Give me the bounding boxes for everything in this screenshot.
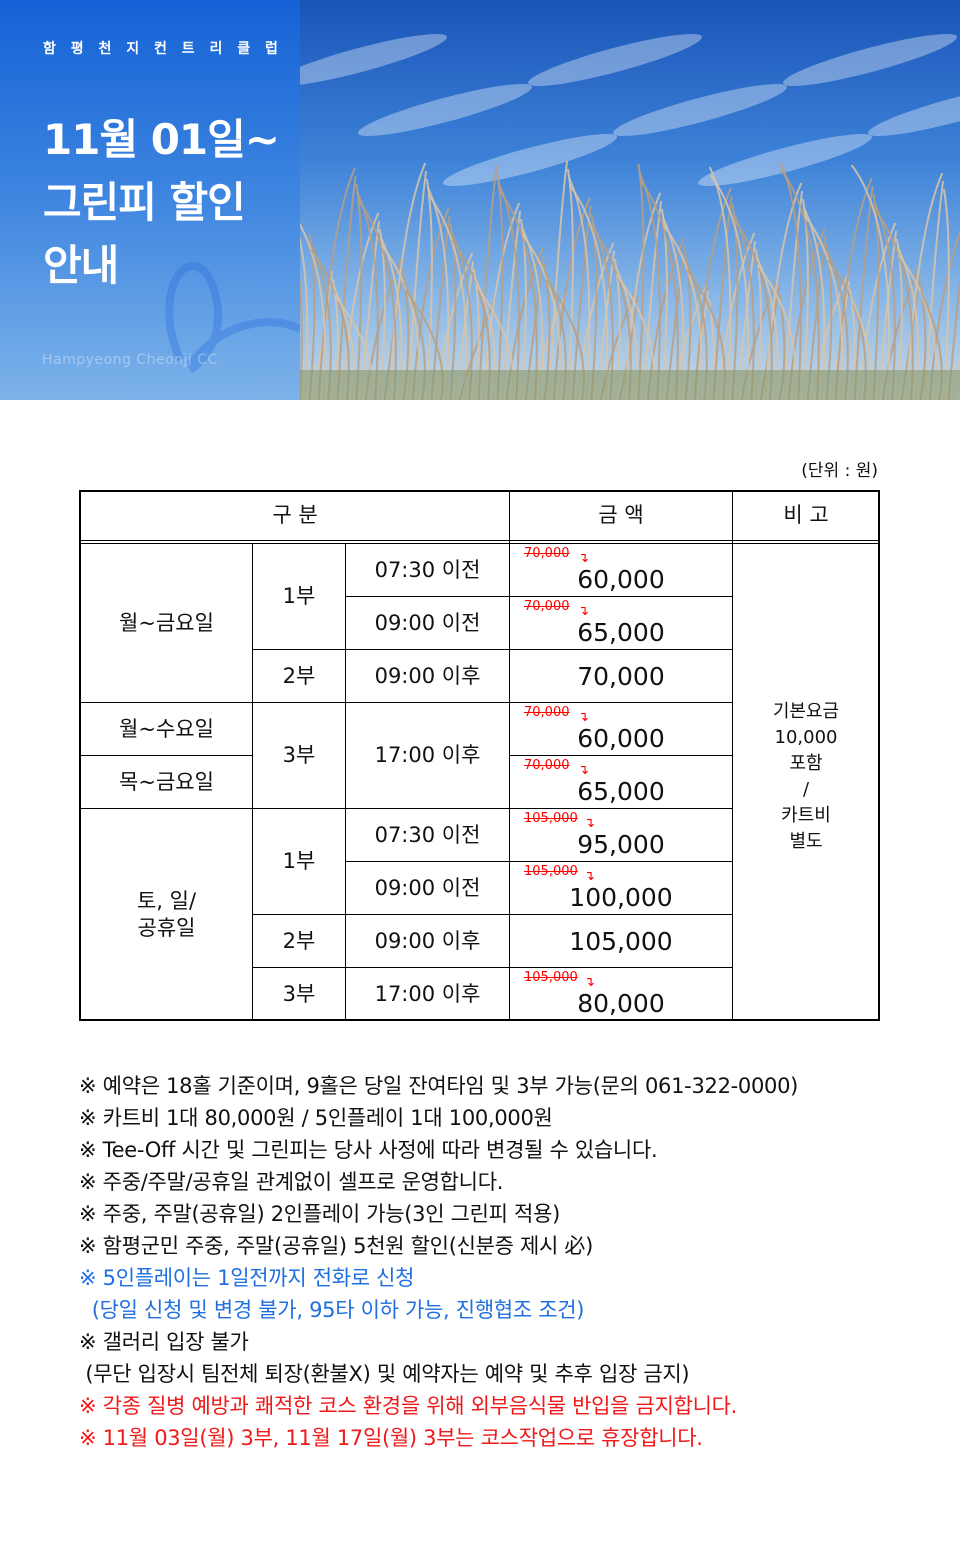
- discount-arrow-icon: ↴: [584, 816, 595, 831]
- tee-time-cell: 17:00 이후: [345, 967, 510, 1021]
- day-group-cell: 토, 일/ 공휴일: [80, 808, 253, 1021]
- day-group-cell: 월~수요일: [80, 702, 253, 756]
- price: 70,000: [577, 661, 665, 691]
- discount-arrow-icon: ↴: [584, 869, 595, 884]
- price-cell: 70,000 ↴ 65,000: [509, 755, 733, 809]
- tee-time-cell: 09:00 이후: [345, 914, 510, 968]
- discount-arrow-icon: ↴: [578, 763, 589, 778]
- discounted-price: 60,000: [577, 723, 665, 753]
- discount-arrow-icon: ↴: [578, 604, 589, 619]
- original-price: 105,000: [524, 864, 578, 879]
- original-price: 70,000: [524, 599, 570, 614]
- english-club-name: Hampyeong Cheonji CC: [42, 352, 218, 368]
- day-group-cell: 목~금요일: [80, 755, 253, 809]
- session-cell: 3부: [252, 702, 346, 809]
- note-item: ※ 11월 03일(월) 3부, 11월 17일(월) 3부는 코스작업으로 휴…: [79, 1426, 703, 1450]
- header-cell: 금 액: [509, 490, 733, 544]
- note-item: ※ 주중/주말/공휴일 관계없이 셀프로 운영합니다.: [79, 1170, 504, 1194]
- note-item: ※ 카트비 1대 80,000원 / 5인플레이 1대 100,000원: [79, 1106, 553, 1130]
- original-price: 70,000: [524, 546, 570, 561]
- silver-grass-sky-photo: [300, 0, 960, 400]
- original-price: 105,000: [524, 811, 578, 826]
- note-item: (무단 입장시 팀전체 퇴장(환불X) 및 예약자는 예약 및 추후 입장 금지…: [79, 1362, 690, 1386]
- note-item: (당일 신청 및 변경 불가, 95타 이하 가능, 진행협조 조건): [79, 1298, 585, 1322]
- original-price: 70,000: [524, 705, 570, 720]
- price-cell: 70,000 ↴ 65,000: [509, 596, 733, 650]
- discounted-price: 80,000: [577, 988, 665, 1018]
- hero-banner: 함 평 천 지 컨 트 리 클 럽 11월 01일~ 그린피 할인 안내 Hampy…: [0, 0, 300, 400]
- note-item: ※ 함평군민 주중, 주말(공휴일) 5천원 할인(신분증 제시 必): [79, 1234, 594, 1258]
- original-price: 105,000: [524, 970, 578, 985]
- note-item: ※ 예약은 18홀 기준이며, 9홀은 당일 잔여타임 및 3부 가능(문의 0…: [79, 1074, 799, 1098]
- note-item: ※ Tee-Off 시간 및 그린피는 당사 사정에 따라 변경될 수 있습니다…: [79, 1138, 658, 1162]
- discounted-price: 100,000: [569, 882, 673, 912]
- tee-time-cell: 09:00 이후: [345, 649, 510, 703]
- session-cell: 2부: [252, 914, 346, 968]
- tee-time-cell: 07:30 이전: [345, 543, 510, 597]
- notes-list: ※ 예약은 18홀 기준이며, 9홀은 당일 잔여타임 및 3부 가능(문의 0…: [79, 1070, 798, 1454]
- butterfly-logo-watermark: [165, 261, 300, 374]
- tee-time-cell: 09:00 이전: [345, 861, 510, 915]
- discounted-price: 95,000: [577, 829, 665, 859]
- price-cell: 70,000 ↴ 60,000: [509, 543, 733, 597]
- session-cell: 2부: [252, 649, 346, 703]
- tee-time-cell: 17:00 이후: [345, 702, 510, 809]
- remarks-cell: 기본요금 10,000 포함 / 카트비 별도: [732, 543, 880, 1021]
- discounted-price: 60,000: [577, 564, 665, 594]
- header-cell: 비 고: [732, 490, 880, 544]
- discounted-price: 65,000: [577, 617, 665, 647]
- note-item: ※ 각종 질병 예방과 쾌적한 코스 환경을 위해 외부음식물 반입을 금지합니…: [79, 1394, 738, 1418]
- session-cell: 3부: [252, 967, 346, 1021]
- session-cell: 1부: [252, 543, 346, 650]
- price-cell: 105,000 ↴ 95,000: [509, 808, 733, 862]
- unit-label: (단위 : 원): [801, 461, 878, 481]
- price-cell: 105,000 ↴ 80,000: [509, 967, 733, 1021]
- price-cell: 70,000 ↴ 60,000: [509, 702, 733, 756]
- day-group-cell: 월~금요일: [80, 543, 253, 703]
- discount-arrow-icon: ↴: [578, 551, 589, 566]
- price-cell: 105,000 ↴ 100,000: [509, 861, 733, 915]
- note-item: ※ 갤러리 입장 불가: [79, 1330, 249, 1354]
- note-item: ※ 5인플레이는 1일전까지 전화로 신청: [79, 1266, 415, 1290]
- discount-arrow-icon: ↴: [584, 975, 595, 990]
- tee-time-cell: 09:00 이전: [345, 596, 510, 650]
- discounted-price: 65,000: [577, 776, 665, 806]
- original-price: 70,000: [524, 758, 570, 773]
- header-cell: 구 분: [80, 490, 510, 544]
- price: 105,000: [569, 926, 673, 956]
- note-item: ※ 주중, 주말(공휴일) 2인플레이 가능(3인 그린피 적용): [79, 1202, 560, 1226]
- page-title: 11월 01일~ 그린피 할인 안내: [43, 115, 280, 290]
- discount-arrow-icon: ↴: [578, 710, 589, 725]
- price-cell: 105,000: [509, 914, 733, 968]
- tee-time-cell: 07:30 이전: [345, 808, 510, 862]
- price-cell: 70,000: [509, 649, 733, 703]
- club-name: 함 평 천 지 컨 트 리 클 럽: [43, 41, 283, 57]
- session-cell: 1부: [252, 808, 346, 915]
